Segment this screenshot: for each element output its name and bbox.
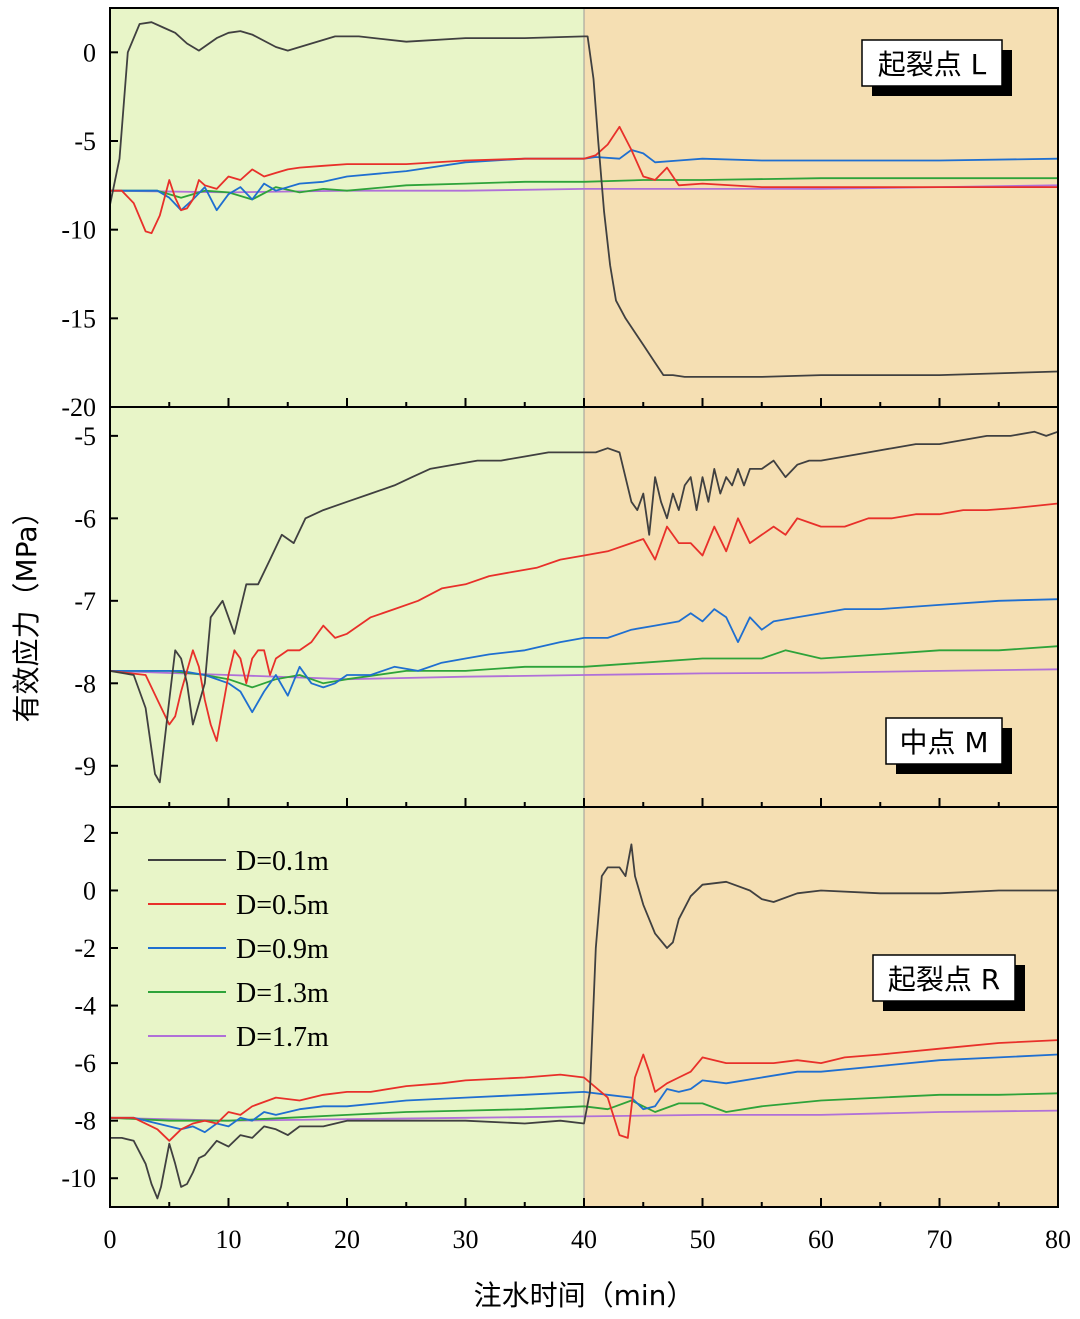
x-tick-label: 20 — [334, 1225, 360, 1254]
legend-entry: D=1.7m — [236, 1022, 329, 1053]
legend-entry: D=0.5m — [236, 890, 329, 921]
x-tick-label: 30 — [453, 1225, 479, 1254]
x-tick-label: 60 — [808, 1225, 834, 1254]
x-axis-title: 注水时间（min） — [474, 1279, 695, 1312]
phase-before-bg — [110, 8, 584, 407]
x-tick-label: 50 — [690, 1225, 716, 1254]
panel-annotation: 起裂点 R — [888, 963, 1000, 996]
y-tick-label: -9 — [74, 752, 96, 781]
y-tick-label: -7 — [74, 587, 96, 616]
annotation-box — [885, 717, 1003, 765]
series-line-D=0.5m — [110, 502, 1058, 742]
annotation-box — [861, 39, 1003, 87]
x-tick-label: 80 — [1045, 1225, 1071, 1254]
x-tick-label: 70 — [927, 1225, 953, 1254]
legend-entry: D=0.1m — [236, 846, 329, 877]
phase-before-bg — [110, 807, 584, 1207]
panel-annotation: 起裂点 L — [878, 48, 987, 81]
y-tick-label: 2 — [83, 819, 96, 848]
series-line-D=0.9m — [110, 598, 1058, 714]
x-tick-label: 10 — [216, 1225, 242, 1254]
legend-entry: D=0.9m — [236, 934, 329, 965]
y-tick-label: -20 — [61, 393, 96, 422]
series-line-D=0.1m — [110, 430, 1058, 784]
y-axis-title: 有效应力（MPa） — [10, 498, 43, 723]
legend-entry: D=1.3m — [236, 978, 329, 1009]
y-tick-label: -6 — [74, 1049, 96, 1078]
series-line-D=1.3m — [110, 177, 1058, 201]
y-tick-label: -10 — [61, 1164, 96, 1193]
y-tick-label: -10 — [61, 216, 96, 245]
annotation-box — [872, 954, 1016, 1002]
y-tick-label: -2 — [74, 934, 96, 963]
x-tick-label: 0 — [104, 1225, 117, 1254]
series-line-D=1.3m — [110, 645, 1058, 689]
series-line-D=0.5m — [110, 1039, 1058, 1142]
y-tick-label: -8 — [74, 669, 96, 698]
phase-before-bg — [110, 407, 584, 807]
series-line-D=0.1m — [110, 21, 1058, 378]
series-line-D=1.7m — [110, 668, 1058, 681]
y-tick-label: -8 — [74, 1107, 96, 1136]
y-tick-label: 0 — [83, 38, 96, 67]
series-line-D=0.9m — [110, 1053, 1058, 1134]
y-tick-label: -5 — [74, 127, 96, 156]
y-tick-label: -4 — [74, 992, 96, 1021]
y-tick-label: -15 — [61, 304, 96, 333]
series-line-D=0.5m — [110, 125, 1058, 235]
series-line-D=0.1m — [110, 843, 1058, 1200]
y-tick-label: -5 — [74, 422, 96, 451]
series-line-D=1.7m — [110, 1109, 1058, 1122]
panel-annotation: 中点 M — [899, 726, 988, 759]
x-tick-label: 40 — [571, 1225, 597, 1254]
y-tick-label: -6 — [74, 504, 96, 533]
y-tick-label: 0 — [83, 876, 96, 905]
